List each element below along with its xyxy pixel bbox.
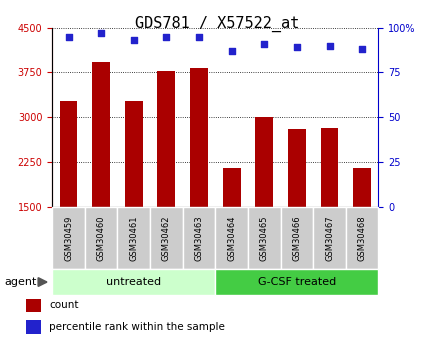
Bar — [287, 129, 305, 207]
Text: GSM30461: GSM30461 — [129, 215, 138, 261]
Bar — [182, 207, 215, 269]
Text: agent: agent — [4, 277, 36, 287]
Point — [195, 34, 202, 39]
Bar — [222, 168, 240, 207]
Text: GDS781 / X57522_at: GDS781 / X57522_at — [135, 16, 299, 32]
Bar — [85, 207, 117, 269]
Bar — [345, 207, 378, 269]
Point — [65, 34, 72, 39]
Text: GSM30468: GSM30468 — [357, 215, 366, 261]
Text: GSM30466: GSM30466 — [292, 215, 301, 261]
Text: count: count — [49, 300, 79, 310]
Bar — [117, 207, 150, 269]
Text: GSM30463: GSM30463 — [194, 215, 203, 261]
Point — [130, 37, 137, 43]
Bar — [26, 320, 41, 334]
Bar — [157, 71, 175, 207]
Bar — [150, 207, 182, 269]
Bar — [215, 269, 378, 295]
Point — [326, 43, 332, 48]
Text: G-CSF treated: G-CSF treated — [257, 277, 335, 287]
Point — [162, 34, 169, 39]
Bar — [92, 62, 110, 207]
Bar — [125, 101, 142, 207]
Point — [97, 30, 105, 36]
Bar — [320, 128, 338, 207]
Bar — [215, 207, 247, 269]
Text: GSM30465: GSM30465 — [259, 215, 268, 261]
Bar — [312, 207, 345, 269]
Text: GSM30460: GSM30460 — [96, 215, 105, 261]
Text: GSM30459: GSM30459 — [64, 215, 73, 261]
Bar — [52, 269, 215, 295]
Bar — [26, 298, 41, 312]
Bar — [247, 207, 280, 269]
Bar — [255, 117, 273, 207]
Text: GSM30467: GSM30467 — [324, 215, 333, 261]
Text: percentile rank within the sample: percentile rank within the sample — [49, 322, 224, 332]
Bar — [352, 168, 370, 207]
Point — [293, 45, 299, 50]
Point — [358, 46, 365, 52]
Text: GSM30464: GSM30464 — [227, 215, 236, 261]
Bar — [190, 68, 207, 207]
Bar — [59, 100, 77, 207]
Text: untreated: untreated — [106, 277, 161, 287]
Bar — [52, 207, 85, 269]
Bar — [280, 207, 312, 269]
Text: GSM30462: GSM30462 — [161, 215, 171, 261]
Point — [227, 48, 234, 54]
Point — [260, 41, 267, 47]
